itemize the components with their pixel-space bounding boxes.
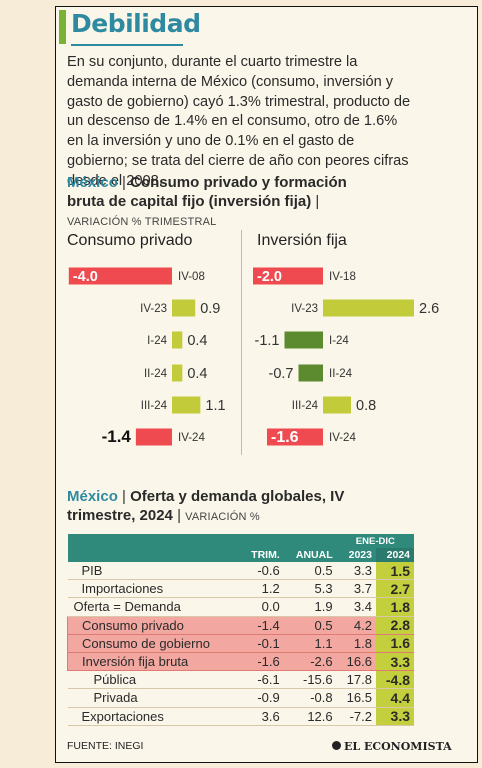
intro-text: En su conjunto, durante el cuarto trimes… xyxy=(67,54,411,189)
section1-separator-2: | xyxy=(315,193,320,210)
cell-2023: 16.6 xyxy=(336,652,376,672)
table-header-2024: 2024 xyxy=(375,548,414,562)
cell-trim: -0.9 xyxy=(240,688,284,708)
table-header-2023: 2023 xyxy=(336,548,376,562)
cell-trim: -0.6 xyxy=(240,562,284,581)
section1-unit-row: VARIACIÓN % TRIMESTRAL xyxy=(67,211,216,232)
table-group-header-row: ENE-DIC xyxy=(67,534,414,548)
cell-anual: 0.5 xyxy=(283,616,337,635)
cell-2024: 2.8 xyxy=(375,616,414,635)
section2-unit: VARIACIÓN % xyxy=(185,511,260,523)
cell-2023: 4.2 xyxy=(336,616,376,635)
table-row: Importaciones 1.2 5.3 3.7 2.7 xyxy=(67,579,414,599)
cell-anual: -0.8 xyxy=(283,688,337,708)
section2-heading: México | Oferta y demanda globales, IV t… xyxy=(67,487,387,527)
cell-trim: 1.2 xyxy=(240,579,284,599)
section1-heading: México | Consumo privado y formación bru… xyxy=(67,173,367,211)
table-header-anual: ANUAL xyxy=(283,548,337,562)
row-label: Privada xyxy=(67,688,241,708)
oferta-demanda-table: ENE-DIC TRIM. ANUAL 2023 2024 PIB -0.6 0.5… xyxy=(66,534,414,726)
cell-2023: 3.3 xyxy=(336,562,376,581)
table-header-trim: TRIM. xyxy=(240,548,284,562)
section2-title: Oferta y demanda globales, IV trimestre,… xyxy=(67,488,345,524)
cell-2023: 16.5 xyxy=(336,688,376,708)
title-accent-bar xyxy=(59,10,66,44)
title-underline xyxy=(71,44,183,46)
row-label: Exportaciones xyxy=(67,707,241,726)
section1-separator: | xyxy=(122,174,126,191)
section1-unit: VARIACIÓN % TRIMESTRAL xyxy=(67,216,217,228)
cell-2023: 3.7 xyxy=(336,579,376,599)
cell-2024: 1.8 xyxy=(375,597,414,617)
cell-anual: 5.3 xyxy=(283,579,337,599)
chart-consumo-title: Consumo privado xyxy=(67,232,193,249)
table-row: Oferta = Demanda 0.0 1.9 3.4 1.8 xyxy=(67,597,414,617)
cell-trim: -0.1 xyxy=(240,634,284,653)
table-row: Inversión fija bruta -1.6 -2.6 16.6 3.3 xyxy=(66,652,414,672)
table-row: Consumo privado -1.4 0.5 4.2 2.8 xyxy=(66,616,414,635)
row-label: Consumo privado xyxy=(66,616,241,635)
row-label: Oferta = Demanda xyxy=(67,597,241,617)
cell-2024: 1.5 xyxy=(375,562,414,581)
cell-2023: 1.8 xyxy=(336,634,376,653)
section2-country: México xyxy=(67,488,118,505)
row-label: Importaciones xyxy=(67,579,241,599)
cell-anual: 0.5 xyxy=(283,562,337,581)
table-row: Consumo de gobierno -0.1 1.1 1.8 1.6 xyxy=(66,634,414,653)
cell-anual: 1.9 xyxy=(283,597,337,617)
cell-trim: 3.6 xyxy=(240,707,284,726)
table-row: Privada -0.9 -0.8 16.5 4.4 xyxy=(67,688,414,708)
cell-2024: 1.6 xyxy=(375,634,414,653)
cell-2023: -7.2 xyxy=(336,707,376,726)
cell-2024: 3.3 xyxy=(375,707,414,726)
cell-trim: -6.1 xyxy=(240,670,284,690)
cell-2024: 2.7 xyxy=(375,579,414,599)
cell-trim: -1.4 xyxy=(240,616,284,635)
logo-mark-icon xyxy=(332,741,341,750)
cell-anual: -2.6 xyxy=(283,652,337,672)
row-label: Pública xyxy=(67,670,241,690)
chart-inversion-title: Inversión fija xyxy=(257,232,347,249)
section1-country: México xyxy=(67,174,118,191)
chart-divider xyxy=(241,230,242,455)
table-row: Exportaciones 3.6 12.6 -7.2 3.3 xyxy=(67,707,414,726)
table-row: PIB -0.6 0.5 3.3 1.5 xyxy=(67,562,414,581)
cell-2024: -4.8 xyxy=(375,670,414,690)
cell-2024: 3.3 xyxy=(375,652,414,672)
page-title: Debilidad xyxy=(71,9,201,38)
section1-title: Consumo privado y formación bruta de cap… xyxy=(67,174,347,210)
source-note: FUENTE: INEGI xyxy=(67,740,144,752)
table-header-label xyxy=(67,548,241,562)
table-row: Pública -6.1 -15.6 17.8 -4.8 xyxy=(67,670,414,690)
cell-2023: 3.4 xyxy=(336,597,376,617)
table-header-row: TRIM. ANUAL 2023 2024 xyxy=(67,548,414,562)
row-label: Consumo de gobierno xyxy=(66,634,241,653)
table-group-header: ENE-DIC xyxy=(336,534,414,548)
cell-anual: 1.1 xyxy=(283,634,337,653)
row-label: Inversión fija bruta xyxy=(66,652,241,672)
cell-trim: -1.6 xyxy=(240,652,284,672)
section2-separator-2: | xyxy=(177,507,181,524)
cell-trim: 0.0 xyxy=(240,597,284,617)
publisher-logo: EL ECONOMISTA xyxy=(332,740,452,753)
cell-2023: 17.8 xyxy=(336,670,376,690)
section2-separator: | xyxy=(122,488,126,505)
cell-anual: -15.6 xyxy=(283,670,337,690)
row-label: PIB xyxy=(67,562,241,581)
logo-text: EL ECONOMISTA xyxy=(344,740,452,753)
cell-2024: 4.4 xyxy=(375,688,414,708)
cell-anual: 12.6 xyxy=(283,707,337,726)
